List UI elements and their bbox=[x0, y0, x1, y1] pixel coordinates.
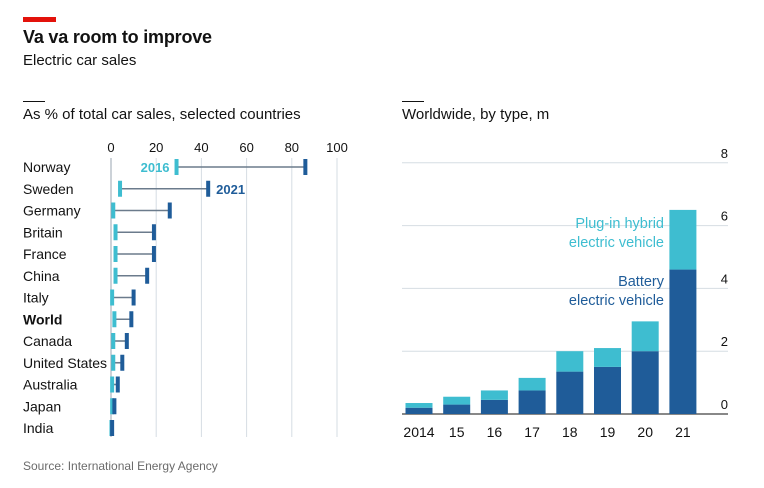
country-label: France bbox=[23, 246, 67, 262]
marker-2016 bbox=[113, 246, 118, 262]
country-label: United States bbox=[23, 355, 107, 371]
right-panel-rule bbox=[402, 101, 424, 102]
x-category-label: 17 bbox=[524, 424, 540, 440]
country-label: India bbox=[23, 420, 54, 436]
marker-2021 bbox=[112, 398, 117, 415]
legend-label-2016: 2016 bbox=[141, 160, 170, 175]
brand-red-bar bbox=[23, 17, 56, 22]
country-label: Sweden bbox=[23, 181, 74, 197]
x-category-label: 18 bbox=[562, 424, 578, 440]
x-category-label: 15 bbox=[449, 424, 465, 440]
bar-plug-in-hybrid bbox=[669, 209, 697, 270]
marker-2016 bbox=[112, 311, 117, 328]
bar-plug-in-hybrid bbox=[631, 321, 659, 352]
x-tick-label: 20 bbox=[149, 140, 163, 155]
bar-battery-electric bbox=[631, 351, 659, 414]
country-label: China bbox=[23, 268, 60, 284]
legend-label-phev-line2: electric vehicle bbox=[569, 235, 664, 251]
marker-2016 bbox=[113, 224, 118, 241]
legend-label-bev-line1: Battery bbox=[618, 274, 665, 290]
bar-battery-electric bbox=[405, 407, 433, 414]
bar-plug-in-hybrid bbox=[405, 403, 433, 408]
legend-label-phev-line1: Plug-in hybrid bbox=[575, 216, 664, 232]
x-tick-label: 60 bbox=[239, 140, 253, 155]
marker-2021 bbox=[120, 354, 125, 371]
marker-2021 bbox=[151, 246, 156, 262]
marker-2021 bbox=[115, 376, 120, 393]
left-panel-rule bbox=[23, 101, 45, 102]
bar-plug-in-hybrid bbox=[594, 348, 621, 367]
y-tick-label: 0 bbox=[721, 397, 728, 412]
y-tick-label: 2 bbox=[721, 334, 728, 349]
marker-2021 bbox=[303, 159, 308, 175]
y-tick-label: 6 bbox=[721, 209, 728, 224]
y-tick-label: 4 bbox=[721, 271, 728, 286]
x-tick-label: 100 bbox=[326, 140, 348, 155]
country-label: Japan bbox=[23, 398, 61, 414]
marker-2016 bbox=[174, 159, 179, 175]
chart-subtitle: Electric car sales bbox=[23, 52, 137, 69]
country-label: Germany bbox=[23, 203, 81, 219]
marker-2021 bbox=[167, 202, 172, 219]
country-label: Italy bbox=[23, 290, 49, 306]
bar-battery-electric bbox=[480, 399, 508, 414]
x-category-label: 21 bbox=[675, 424, 691, 440]
marker-2016 bbox=[110, 376, 115, 393]
bar-battery-electric bbox=[594, 366, 621, 414]
x-tick-label: 80 bbox=[285, 140, 299, 155]
bar-battery-electric bbox=[443, 404, 471, 414]
marker-2021 bbox=[124, 333, 129, 349]
source-note: Source: International Energy Agency bbox=[23, 459, 218, 473]
marker-2021 bbox=[206, 180, 211, 197]
marker-2021 bbox=[131, 289, 136, 306]
marker-2016 bbox=[111, 354, 116, 371]
marker-2021 bbox=[151, 224, 156, 241]
left-panel-title: As % of total car sales, selected countr… bbox=[23, 106, 301, 123]
marker-2021 bbox=[145, 267, 150, 284]
y-tick-label: 8 bbox=[721, 146, 728, 161]
legend-label-2021: 2021 bbox=[216, 182, 245, 197]
marker-2016 bbox=[111, 202, 116, 219]
bar-battery-electric bbox=[518, 390, 546, 414]
bar-plug-in-hybrid bbox=[480, 390, 508, 400]
bar-battery-electric bbox=[556, 371, 584, 414]
x-tick-label: 0 bbox=[107, 140, 114, 155]
country-label: Australia bbox=[23, 377, 78, 393]
marker-2016 bbox=[110, 398, 115, 415]
bar-battery-electric bbox=[669, 269, 697, 414]
country-label: Britain bbox=[23, 224, 63, 240]
right-panel-title: Worldwide, by type, m bbox=[402, 106, 550, 123]
x-category-label: 20 bbox=[637, 424, 653, 440]
x-category-label: 2014 bbox=[403, 424, 434, 440]
marker-2021 bbox=[129, 311, 134, 328]
marker-2016 bbox=[110, 289, 115, 306]
bar-plug-in-hybrid bbox=[443, 396, 471, 405]
marker-2016 bbox=[111, 333, 116, 349]
x-tick-label: 40 bbox=[194, 140, 208, 155]
x-category-label: 16 bbox=[487, 424, 503, 440]
bar-plug-in-hybrid bbox=[556, 351, 584, 372]
marker-2021 bbox=[110, 420, 115, 436]
marker-2016 bbox=[113, 267, 118, 284]
legend-label-bev-line2: electric vehicle bbox=[569, 293, 664, 309]
marker-2016 bbox=[118, 180, 123, 197]
country-label: World bbox=[23, 311, 62, 327]
bar-plug-in-hybrid bbox=[518, 377, 546, 391]
chart-title: Va va room to improve bbox=[23, 27, 212, 47]
x-category-label: 19 bbox=[600, 424, 616, 440]
country-label: Norway bbox=[23, 159, 70, 175]
country-label: Canada bbox=[23, 333, 72, 349]
